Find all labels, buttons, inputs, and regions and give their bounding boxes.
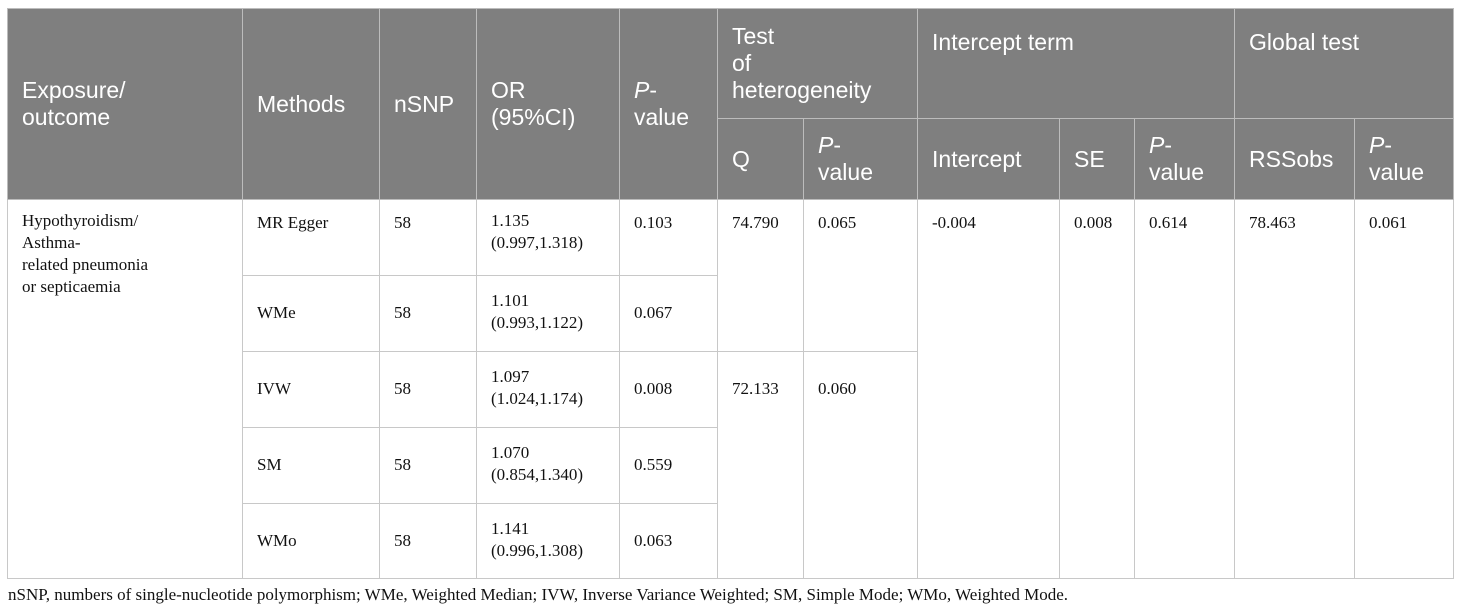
header-row-2: Q P- value Intercept SE P- value RSSobs … (8, 118, 1455, 200)
nsnp-cell: 58 (379, 427, 477, 504)
table-footnote: nSNP, numbers of single-nucleotide polym… (8, 585, 1068, 604)
method-cell: MR Egger (242, 199, 380, 276)
col-header-global-test: Global test (1234, 8, 1455, 119)
col-header-het-p-value: P- value (802, 118, 919, 200)
intercept-p-cell: 0.614 (1134, 199, 1236, 579)
col-header-int-p-value: P- value (1134, 118, 1236, 200)
col-header-intercept: Intercept (917, 118, 1061, 200)
exposure-outcome-cell: Hypothyroidism/ Asthma- related pneumoni… (7, 199, 243, 579)
col-header-nsnp: nSNP (379, 8, 477, 200)
table-row: Hypothyroidism/ Asthma- related pneumoni… (7, 199, 1455, 579)
heterogeneity-p-cell: 0.060 (802, 351, 919, 579)
p-value-cell: 0.008 (619, 351, 718, 428)
or-cell: 1.097 (1.024,1.174) (476, 351, 620, 428)
intercept-value-cell: -0.004 (917, 199, 1061, 579)
table-row: WMo 58 1.141 (0.996,1.308) 0.063 (8, 503, 1454, 579)
method-cell: IVW (242, 351, 380, 428)
col-header-or-ci: OR (95%CI) (476, 8, 620, 200)
mr-results-table: Exposure/ outcome Methods nSNP OR (95%CI… (7, 8, 1455, 579)
table-container: Exposure/ outcome Methods nSNP OR (95%CI… (7, 8, 1455, 579)
or-cell: 1.141 (0.996,1.308) (476, 503, 620, 579)
or-cell: 1.135 (0.997,1.318) (476, 199, 620, 276)
nsnp-cell: 58 (379, 199, 477, 276)
method-cell: WMo (242, 503, 380, 579)
p-value-cell: 0.063 (619, 503, 718, 579)
col-header-exposure-outcome: Exposure/ outcome (7, 8, 243, 200)
heterogeneity-p-cell: 0.065 (802, 199, 919, 352)
p-value-cell: 0.067 (619, 275, 718, 352)
heterogeneity-q-cell: 74.790 (717, 199, 804, 352)
col-header-q: Q (717, 118, 804, 200)
col-header-se: SE (1059, 118, 1136, 200)
nsnp-cell: 58 (379, 275, 477, 352)
intercept-se-cell: 0.008 (1059, 199, 1136, 579)
p-value-cell: 0.559 (619, 427, 718, 504)
table-row: SM 58 1.070 (0.854,1.340) 0.559 (8, 427, 1454, 504)
col-header-test-heterogeneity: Test of heterogeneity (716, 8, 919, 119)
table-row: WMe 58 1.101 (0.993,1.122) 0.067 (8, 275, 1454, 352)
nsnp-cell: 58 (379, 503, 477, 579)
or-cell: 1.070 (0.854,1.340) (476, 427, 620, 504)
heterogeneity-q-cell: 72.133 (717, 351, 804, 579)
nsnp-cell: 58 (379, 351, 477, 428)
method-cell: SM (242, 427, 380, 504)
global-p-cell: 0.061 (1354, 199, 1455, 579)
col-header-intercept-term: Intercept term (917, 8, 1236, 119)
header-row-1: Exposure/ outcome Methods nSNP OR (95%CI… (7, 8, 1455, 200)
col-header-methods: Methods (242, 8, 380, 200)
col-header-global-p-value: P- value (1354, 118, 1455, 200)
col-header-p-value: P- value (619, 8, 718, 200)
or-cell: 1.101 (0.993,1.122) (476, 275, 620, 352)
global-rssobs-cell: 78.463 (1234, 199, 1356, 579)
p-value-cell: 0.103 (619, 199, 718, 276)
method-cell: WMe (242, 275, 380, 352)
col-header-rssobs: RSSobs (1234, 118, 1356, 200)
